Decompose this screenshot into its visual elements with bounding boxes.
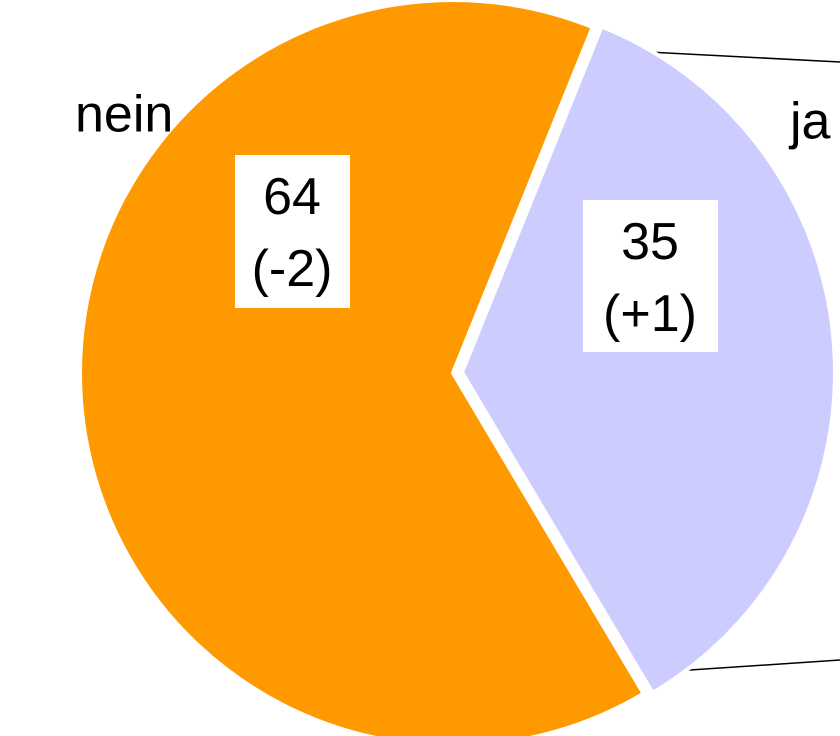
category-label: nein: [75, 86, 173, 144]
value-label-box: [235, 155, 350, 308]
connector-line: [647, 51, 840, 63]
pie-slice: [78, 0, 647, 736]
category-label: ja: [788, 93, 831, 151]
value-label-box: [583, 200, 718, 352]
value-label: 64 (-2): [252, 168, 333, 298]
pie-slice: [459, 23, 837, 696]
value-label: 35 (+1): [603, 213, 697, 343]
